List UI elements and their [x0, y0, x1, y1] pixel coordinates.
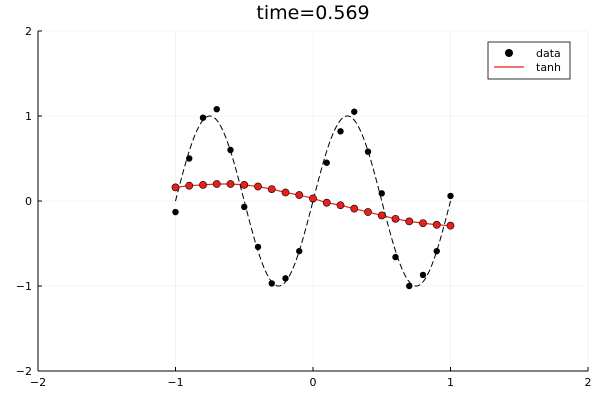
y-tick-label: −2: [16, 365, 32, 378]
chart-title: time=0.569: [256, 2, 369, 24]
y-tick-label: −1: [16, 280, 32, 293]
plot-series: [171, 106, 455, 290]
y-tick-label: 2: [25, 25, 32, 38]
tanh-point: [226, 180, 235, 188]
data-point: [351, 108, 358, 115]
data-point: [337, 128, 344, 135]
tanh-point: [309, 194, 317, 203]
data-point: [433, 247, 440, 255]
y-tick-label: 0: [25, 195, 32, 208]
legend-label: data: [536, 47, 561, 60]
tanh-point: [364, 208, 372, 216]
x-tick-label: 0: [310, 376, 317, 389]
legend-box: [487, 41, 571, 80]
tanh-point: [322, 198, 331, 207]
tanh-point: [267, 185, 276, 193]
data-point: [268, 280, 275, 287]
data-point: [282, 275, 289, 282]
tanh-point: [446, 221, 455, 230]
legend-marker-data: [505, 49, 513, 57]
tanh-point: [254, 182, 262, 191]
tanh-point: [281, 188, 290, 197]
x-tick-label: 2: [585, 376, 592, 389]
tanh-point: [199, 180, 207, 189]
data-point: [406, 282, 413, 290]
tanh-point: [405, 217, 414, 226]
data-point: [213, 106, 220, 113]
tanh-point: [336, 201, 345, 210]
tanh-point: [295, 191, 304, 199]
data-point: [323, 159, 330, 166]
tick-labels: −2 −1 0 1 2 −2 −1 0 1 2: [16, 25, 592, 389]
tanh-point: [185, 181, 194, 190]
data-point: [172, 208, 179, 216]
data-point: [419, 271, 427, 279]
tanh-point: [432, 220, 441, 229]
data-point: [227, 146, 234, 154]
tanh-point: [171, 183, 180, 192]
data-point: [254, 243, 262, 251]
x-tick-label: −2: [30, 376, 46, 389]
data-point: [378, 190, 385, 197]
tanh-point: [240, 180, 249, 189]
axes: [37, 30, 589, 372]
data-point: [296, 247, 303, 255]
tanh-point: [350, 204, 359, 213]
data-point: [199, 114, 207, 121]
tanh-point: [377, 211, 386, 220]
data-point: [392, 253, 399, 261]
data-point: [186, 155, 193, 162]
tanh-point: [419, 219, 427, 227]
tanh-point: [212, 180, 221, 188]
y-tick-label: 1: [25, 110, 32, 123]
data-point: [364, 148, 372, 155]
data-point: [241, 203, 248, 211]
dashed-curve: [175, 115, 451, 287]
tanh-point: [391, 214, 400, 223]
data-point: [447, 192, 454, 200]
legend-label: tanh: [536, 61, 561, 74]
x-tick-label: 1: [447, 376, 454, 389]
x-tick-label: −1: [167, 376, 183, 389]
